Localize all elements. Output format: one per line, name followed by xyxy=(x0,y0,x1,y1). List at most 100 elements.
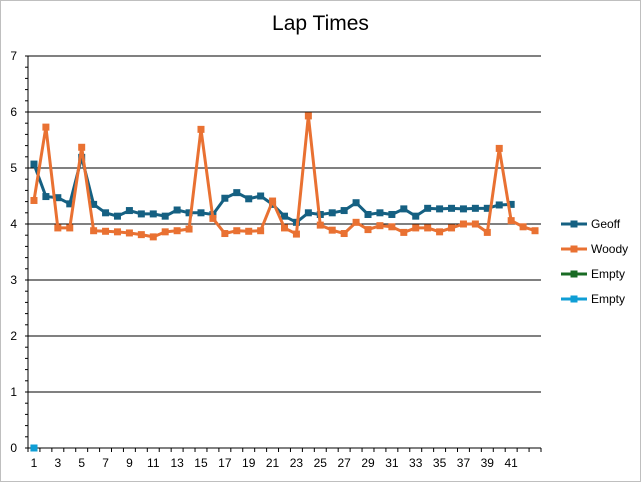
data-point xyxy=(137,231,145,239)
data-point xyxy=(388,210,396,218)
legend-item: Empty xyxy=(561,292,625,306)
data-point xyxy=(364,226,372,234)
data-point xyxy=(42,193,50,201)
data-point xyxy=(531,227,539,235)
data-point xyxy=(436,228,444,236)
y-tick-label: 5 xyxy=(10,161,17,175)
data-point xyxy=(483,204,491,212)
x-tick-label: 39 xyxy=(481,456,495,470)
data-point xyxy=(507,217,515,225)
legend-swatch-marker xyxy=(570,220,578,228)
series-geoff xyxy=(30,153,515,226)
x-tick-label: 1 xyxy=(31,456,38,470)
data-point xyxy=(185,209,193,217)
data-point xyxy=(102,209,110,217)
data-point xyxy=(328,209,336,217)
legend-swatch-marker xyxy=(570,295,578,303)
data-point xyxy=(436,205,444,213)
data-point xyxy=(233,227,241,235)
data-point xyxy=(471,204,479,212)
y-tick-label: 3 xyxy=(10,273,17,287)
data-point xyxy=(113,228,121,236)
data-point xyxy=(161,212,169,220)
y-tick-label: 7 xyxy=(10,49,17,63)
x-tick-label: 15 xyxy=(194,456,208,470)
data-point xyxy=(221,230,229,238)
data-point xyxy=(304,209,312,217)
data-point xyxy=(209,214,217,222)
data-point xyxy=(173,227,181,235)
x-tick-label: 17 xyxy=(218,456,232,470)
data-point xyxy=(149,210,157,218)
legend-item: Woody xyxy=(561,242,628,256)
data-point xyxy=(125,207,133,215)
data-point xyxy=(448,204,456,212)
data-point xyxy=(304,112,312,120)
series-layer xyxy=(30,112,539,452)
data-point xyxy=(376,222,384,230)
data-point xyxy=(495,144,503,152)
legend-swatch-marker xyxy=(570,245,578,253)
data-point xyxy=(412,224,420,232)
data-point xyxy=(448,224,456,232)
data-point xyxy=(30,444,38,452)
data-point xyxy=(42,123,50,131)
x-tick-label: 31 xyxy=(385,456,399,470)
data-point xyxy=(90,227,98,235)
data-point xyxy=(292,230,300,238)
x-tick-label: 41 xyxy=(504,456,518,470)
data-point xyxy=(328,226,336,234)
legend-swatch-marker xyxy=(570,270,578,278)
data-point xyxy=(400,205,408,213)
data-point xyxy=(113,212,121,220)
x-tick-label: 5 xyxy=(78,456,85,470)
x-tick-label: 3 xyxy=(54,456,61,470)
legend-label: Woody xyxy=(591,242,628,256)
x-tick-label: 37 xyxy=(457,456,471,470)
data-point xyxy=(90,200,98,208)
y-tick-label: 4 xyxy=(10,217,17,231)
data-point xyxy=(257,192,265,200)
data-point xyxy=(316,221,324,229)
x-tick-label: 19 xyxy=(242,456,256,470)
data-point xyxy=(495,201,503,209)
data-point xyxy=(149,233,157,241)
legend-label: Geoff xyxy=(591,217,621,231)
data-point xyxy=(376,209,384,217)
data-point xyxy=(424,204,432,212)
x-tick-label: 27 xyxy=(337,456,351,470)
x-tick-label: 13 xyxy=(170,456,184,470)
data-point xyxy=(173,206,181,214)
series-empty xyxy=(30,444,38,452)
x-tick-label: 9 xyxy=(126,456,133,470)
x-tick-label: 29 xyxy=(361,456,375,470)
data-point xyxy=(507,200,515,208)
data-point xyxy=(483,228,491,236)
data-point xyxy=(30,160,38,168)
data-point xyxy=(221,194,229,202)
data-point xyxy=(281,224,288,232)
data-point xyxy=(388,223,396,231)
data-point xyxy=(245,195,253,203)
data-point xyxy=(102,227,110,235)
data-point xyxy=(78,143,86,151)
legend: Geoff Woody Empty Empty xyxy=(561,217,628,306)
data-point xyxy=(54,194,62,202)
data-point xyxy=(519,223,527,231)
legend-item: Empty xyxy=(561,267,625,281)
data-point xyxy=(471,220,479,228)
data-point xyxy=(54,224,62,232)
x-tick-label: 25 xyxy=(314,456,328,470)
legend-item: Geoff xyxy=(561,217,621,231)
data-point xyxy=(352,218,360,226)
y-tick-label: 0 xyxy=(10,441,17,455)
legend-label: Empty xyxy=(591,267,625,281)
legend-label: Empty xyxy=(591,292,625,306)
data-point xyxy=(30,196,38,204)
data-point xyxy=(424,224,432,232)
data-point xyxy=(185,225,193,233)
gridlines xyxy=(28,55,541,393)
